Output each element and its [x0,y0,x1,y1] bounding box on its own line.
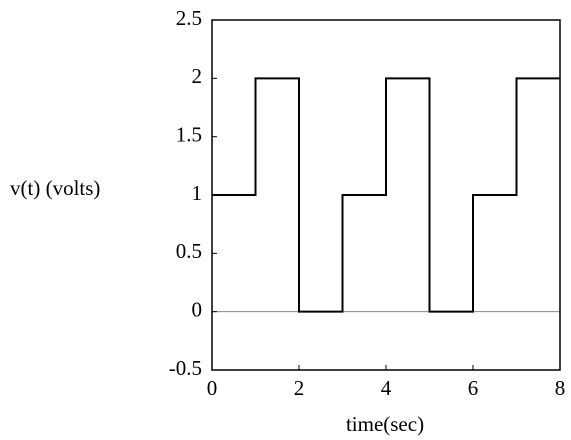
signal-line [212,77,560,313]
x-tick-label: 8 [555,376,566,400]
y-tick-label: 1.5 [176,122,202,146]
x-tick-label: 2 [294,376,305,400]
y-tick-label: 1 [192,181,203,205]
x-axis-label: time(sec) [346,412,424,436]
y-tick-label: 2.5 [176,6,202,30]
x-tick-label: 4 [381,376,392,400]
x-tick-label: 0 [207,376,218,400]
y-tick-label: 2 [192,64,203,88]
y-tick-label: 0 [192,297,203,321]
y-tick-label: 0.5 [176,239,202,263]
y-axis-label: v(t) (volts) [10,176,100,200]
x-tick-label: 6 [468,376,479,400]
y-tick-label: -0.5 [169,356,202,380]
plot-frame [211,19,561,371]
